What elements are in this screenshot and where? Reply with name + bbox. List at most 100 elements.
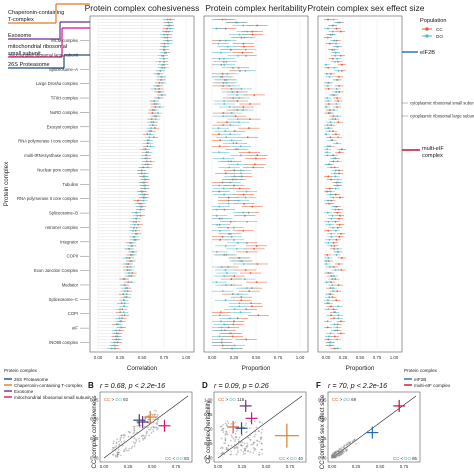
do-point [336,45,338,48]
do-point [231,347,234,350]
do-point [219,229,221,232]
do-point [163,66,166,69]
do-point [333,48,336,51]
do-point [220,329,223,332]
corner-count-part: 92 [122,397,129,402]
panel-letter-d: D [202,381,208,390]
do-point [337,305,340,308]
do-point [231,91,234,93]
cc-point [224,172,227,175]
callout-mito-2: small subunit [8,51,41,57]
do-point [220,326,223,329]
do-point [228,166,231,169]
do-point [230,112,233,114]
do-point [120,326,123,329]
do-point [132,251,135,253]
do-point [328,266,331,268]
do-point [154,88,157,90]
do-point [123,302,126,305]
complex-label: cytoplasmic ribosomal large subunit [410,113,474,118]
do-point [122,311,125,314]
do-point [133,223,136,226]
corner-count-part: CC [332,397,338,402]
panel-b-xlabel: Proportion [242,365,271,372]
do-point [229,317,231,320]
cc-point [253,94,256,96]
cc-point [337,284,340,287]
do-point [242,211,245,214]
cc-point [243,202,246,205]
do-point [328,293,331,296]
cc-point [251,305,254,308]
do-point [329,332,332,335]
cc-point [243,45,245,48]
do-point [119,320,122,323]
do-point [336,142,339,145]
complex-label: mitochondrial ribosomal large subunit [9,52,79,57]
panel-c-xlabel: Proportion [346,365,375,372]
do-point [335,88,338,90]
do-point [225,136,228,139]
do-point [228,85,231,87]
do-point [330,232,333,235]
cc-point [330,305,332,308]
do-point [334,187,337,190]
cc-point [332,308,335,311]
x-tick-label: 0.50 [376,464,385,469]
do-point [222,115,225,117]
cc-point [338,235,341,238]
do-point [335,42,337,45]
x-tick-label: 0.50 [138,355,147,360]
x-tick-label: 0.25 [116,355,125,360]
cc-point [332,241,335,244]
cc-point [332,160,335,163]
x-tick-label: 0.50 [252,355,261,360]
cc-point [340,257,343,259]
cc-point [244,269,247,271]
do-point [326,154,329,157]
cc-point [336,97,339,99]
do-point [163,51,166,54]
do-point [223,63,226,66]
cc-point [240,299,243,302]
do-point [216,223,219,226]
do-point [135,217,137,220]
cc-point [226,121,228,124]
do-point [336,160,339,163]
do-point [331,24,334,27]
bottom-left-legend: Protein complex 26S Proteasome Chaperoni… [4,368,91,400]
do-point [328,223,331,226]
do-point [330,244,333,247]
do-point [153,109,156,111]
corner-count-part: 86 [411,456,418,461]
do-point [336,251,339,253]
cc-point [328,42,331,45]
cc-point [252,166,255,169]
do-point [334,205,336,208]
corner-count-part: DO [343,397,350,402]
do-point [121,314,123,317]
x-tick-label: 0.00 [322,355,331,360]
x-tick-label: 1.00 [182,355,191,360]
x-tick-label: 0.00 [94,355,103,360]
do-point [123,305,125,308]
complex-label: Exon Junction Complex [34,268,79,273]
do-point [329,190,332,193]
cc-point [245,308,248,311]
do-point [334,51,337,54]
scatter-panel-d: D r = 0.09, p = 0.26 CC complex heritabi… [202,381,307,469]
do-point [156,72,159,75]
x-tick-label: 0.25 [352,464,361,469]
do-point [130,281,132,283]
cc-point [242,193,245,196]
legend-do-marker [425,34,429,38]
corner-count-part: DO [229,397,236,402]
cc-point [333,335,336,338]
do-point [167,42,169,45]
do-point [242,24,245,27]
do-point [336,78,339,81]
do-point [161,81,164,84]
do-point [238,302,241,305]
do-point [221,217,223,220]
